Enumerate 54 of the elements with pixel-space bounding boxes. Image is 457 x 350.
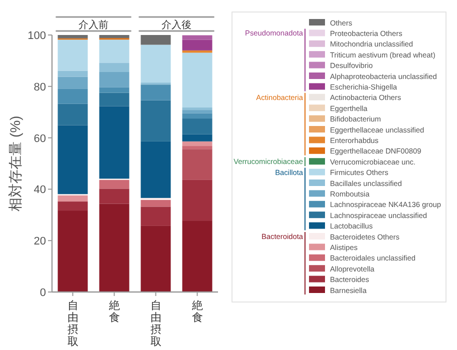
y-tick-label: 100: [28, 30, 46, 42]
bar: [182, 118, 212, 134]
bar: [58, 70, 88, 77]
bar: [182, 110, 212, 114]
bar: [140, 44, 171, 83]
bar: [140, 84, 171, 100]
bar: [182, 141, 212, 146]
bar: [182, 149, 212, 180]
y-tick-label: 60: [34, 132, 46, 145]
bar: [182, 146, 212, 150]
bar: [58, 195, 88, 202]
y-tick-label: 0: [40, 287, 46, 299]
bar: [182, 134, 212, 142]
x-tick-label: 自由摂取: [67, 300, 78, 348]
bar: [182, 35, 212, 40]
bar: [58, 40, 88, 71]
x-tick-label: 自由摂取: [150, 300, 162, 348]
bar: [58, 202, 88, 211]
bar: [182, 40, 212, 50]
bar: [182, 220, 212, 292]
bar: [58, 125, 88, 194]
bar: [182, 180, 212, 221]
x-tick-label: 絶食: [190, 300, 203, 324]
bar: [99, 40, 130, 64]
bar: [58, 104, 88, 126]
y-tick-label: 20: [34, 236, 46, 248]
bar: [58, 76, 88, 89]
bar: [140, 226, 171, 292]
bar: [140, 141, 171, 198]
bar: [182, 113, 212, 119]
bar: [58, 35, 88, 38]
bar: [58, 88, 88, 104]
bar: [99, 72, 130, 88]
bar: [99, 87, 130, 93]
bar: [99, 35, 130, 38]
bar: [99, 106, 130, 179]
bar: [99, 180, 130, 189]
x-tick-label: 絶食: [108, 300, 120, 324]
bar: [58, 210, 88, 292]
y-axis-title: 相対存在量 (%): [7, 116, 23, 212]
bar: [140, 35, 171, 45]
bar: [99, 204, 130, 292]
bar: [99, 188, 130, 204]
bar: [140, 206, 171, 226]
bar: [182, 107, 212, 110]
bar: [99, 63, 130, 72]
y-tick-label: 40: [34, 184, 46, 196]
text: 介入前: [78, 19, 108, 31]
bar: [182, 52, 212, 108]
bar: [140, 200, 171, 207]
y-tick-label: 80: [34, 81, 46, 94]
bar: [99, 92, 130, 106]
text: 介入後: [162, 19, 192, 31]
bar: [140, 100, 171, 142]
